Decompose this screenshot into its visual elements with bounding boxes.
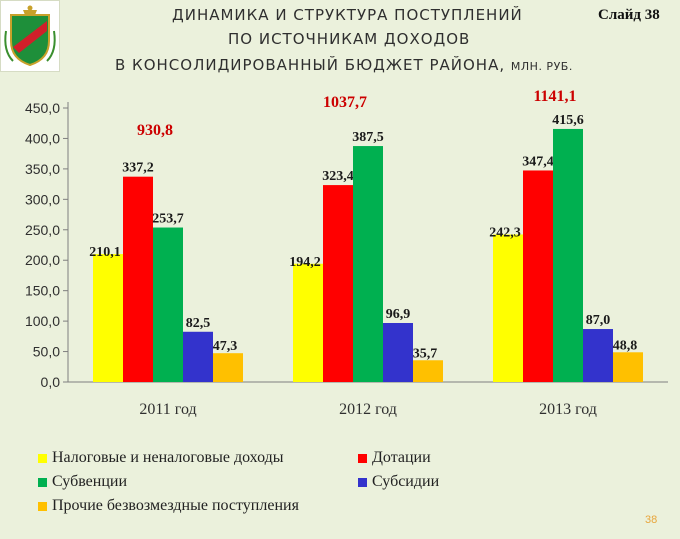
- data-label: 337,2: [122, 161, 154, 176]
- legend-label: Субвенции: [52, 473, 128, 490]
- data-label: 210,1: [89, 245, 121, 260]
- y-tick-label: 200,0: [25, 252, 60, 268]
- data-label: 48,8: [613, 338, 638, 353]
- title-unit: МЛН. РУБ.: [510, 60, 573, 73]
- data-label: 323,4: [322, 169, 354, 184]
- bar-chart: 0,0 50,0 100,0 150,0 200,0 250,0 300,0 350,0 400…: [25, 88, 668, 418]
- title-line-2: ПО ИСТОЧНИКАМ ДОХОДОВ: [228, 30, 471, 48]
- data-label: 35,7: [413, 346, 438, 361]
- bar-0-3: [183, 331, 213, 382]
- legend-item-tax: Налоговые и неналоговые доходы: [38, 449, 358, 467]
- y-tick-label: 400,0: [25, 130, 60, 146]
- legend-swatch: [358, 477, 367, 487]
- data-label: 47,3: [213, 339, 238, 354]
- bar-0-4: [213, 353, 243, 382]
- data-label: 194,2: [289, 255, 321, 270]
- title-line-1: ДИНАМИКА И СТРУКТУРА ПОСТУПЛЕНИЙ: [172, 6, 523, 24]
- y-tick-label: 50,0: [33, 344, 60, 360]
- slide-label: Слайд 38: [598, 7, 660, 23]
- x-category-label: 2011 год: [139, 401, 196, 418]
- page-number: 38: [645, 514, 658, 526]
- coat-of-arms-logo: [0, 0, 60, 72]
- legend-swatch: [38, 501, 47, 511]
- data-label: 242,3: [489, 225, 521, 240]
- group-total-label: 930,8: [137, 122, 173, 139]
- bar-1-1: [323, 185, 353, 382]
- x-category-label: 2012 год: [339, 401, 397, 418]
- bar-2-2: [553, 128, 583, 382]
- legend-swatch: [38, 477, 47, 487]
- bar-0-2: [153, 227, 183, 382]
- bar-1-0: [293, 263, 323, 382]
- y-tick-label: 450,0: [25, 100, 60, 116]
- y-tick-label: 350,0: [25, 161, 60, 177]
- bar-1-3: [383, 322, 413, 382]
- data-label: 387,5: [352, 130, 384, 145]
- data-label: 347,4: [522, 154, 554, 169]
- y-tick-label: 150,0: [25, 283, 60, 299]
- legend-label: Прочие безвозмездные поступления: [52, 497, 299, 514]
- bar-1-4: [413, 360, 443, 382]
- bar-0-0: [93, 254, 123, 382]
- data-label: 253,7: [152, 212, 184, 227]
- bar-2-3: [583, 329, 613, 382]
- bar-2-0: [493, 234, 523, 382]
- legend-label: Дотации: [372, 449, 431, 466]
- group-total-label: 1037,7: [323, 94, 367, 111]
- title-line-3: В КОНСОЛИДИРОВАННЫЙ БЮДЖЕТ РАЙОНА, МЛН. …: [115, 56, 573, 74]
- data-label: 82,5: [186, 316, 211, 331]
- data-label: 96,9: [386, 307, 411, 322]
- bar-2-1: [523, 170, 553, 382]
- data-label: 87,0: [586, 313, 611, 328]
- y-tick-label: 300,0: [25, 191, 60, 207]
- y-tick-label: 250,0: [25, 222, 60, 238]
- legend: Налоговые и неналоговые доходы Дотации С…: [38, 449, 458, 515]
- title-line-3-main: В КОНСОЛИДИРОВАННЫЙ БЮДЖЕТ РАЙОНА,: [115, 56, 506, 74]
- legend-item-subventions: Субвенции: [38, 473, 358, 491]
- legend-swatch: [358, 453, 367, 463]
- y-tick-label: 0,0: [41, 374, 61, 390]
- legend-swatch: [38, 453, 47, 463]
- group-total-label: 1141,1: [533, 88, 576, 105]
- y-tick-label: 100,0: [25, 313, 60, 329]
- legend-item-subsidies: Субсидии: [358, 473, 458, 491]
- x-category-label: 2013 год: [539, 401, 597, 418]
- legend-label: Налоговые и неналоговые доходы: [52, 449, 284, 466]
- data-label: 415,6: [552, 113, 584, 128]
- bar-0-1: [123, 176, 153, 382]
- bar-2-4: [613, 352, 643, 382]
- legend-label: Субсидии: [372, 473, 440, 490]
- legend-item-other: Прочие безвозмездные поступления: [38, 497, 358, 515]
- bar-1-2: [353, 146, 383, 382]
- legend-item-dotations: Дотации: [358, 449, 458, 467]
